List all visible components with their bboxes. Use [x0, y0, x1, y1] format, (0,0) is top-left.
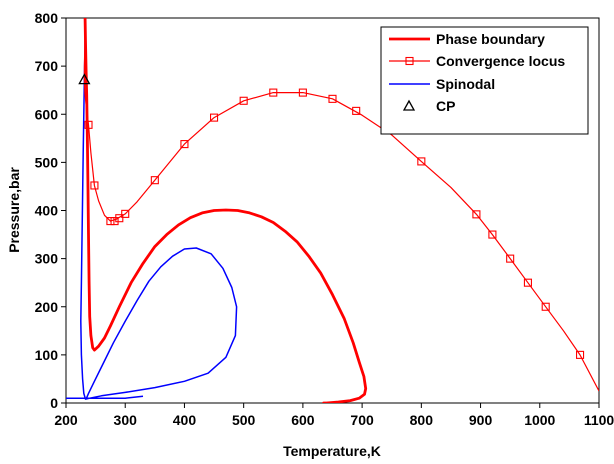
x-tick-label-200: 200 — [54, 412, 78, 428]
legend-label-conv: Convergence locus — [436, 53, 565, 69]
convergence-marker-6 — [150, 176, 159, 185]
legend: Phase boundary Convergence locus Spinodal C… — [380, 26, 589, 135]
y-tick-label-200: 200 — [35, 299, 59, 315]
x-tick-label-500: 500 — [232, 412, 256, 428]
convergence-locus-line — [83, 18, 599, 392]
legend-label-spin: Spinodal — [436, 76, 495, 92]
y-tick-label-700: 700 — [35, 58, 59, 74]
legend-swatch-cp — [402, 99, 416, 111]
critical-point-marker — [78, 73, 91, 85]
convergence-marker-2 — [106, 217, 115, 226]
y-tick-label-0: 0 — [50, 395, 58, 411]
convergence-marker-16 — [488, 230, 497, 239]
legend-swatch-conv-marker — [405, 56, 414, 66]
phase-boundary-line — [83, 18, 368, 403]
convergence-marker-14 — [417, 157, 426, 166]
convergence-marker-15 — [472, 210, 481, 219]
series-layer — [66, 18, 599, 403]
convergence-marker-9 — [239, 96, 248, 105]
legend-label-cp: CP — [436, 98, 455, 114]
x-tick-label-300: 300 — [114, 412, 138, 428]
legend-item-cp: CP — [402, 98, 455, 114]
x-tick-label-1100: 1100 — [584, 412, 614, 428]
x-tick-label-400: 400 — [173, 412, 197, 428]
convergence-marker-19 — [541, 302, 550, 311]
y-axis-title: Pressure,bar — [6, 167, 22, 253]
legend-items: Phase boundary Convergence locus Spinodal C… — [389, 31, 565, 114]
axis-layer: 200 300 400 500 600 700 800 900 1000 1100 0 100 200 3… — [35, 10, 614, 428]
y-tick-label-400: 400 — [35, 203, 59, 219]
legend-label-phase: Phase boundary — [436, 31, 545, 47]
x-tick-label-800: 800 — [410, 412, 434, 428]
spinodal-line-0 — [66, 395, 144, 399]
convergence-marker-17 — [506, 254, 515, 263]
plot-area: 200 300 400 500 600 700 800 900 1000 1100 0 100 200 3… — [35, 10, 614, 428]
convergence-marker-12 — [328, 94, 337, 103]
x-tick-label-600: 600 — [291, 412, 315, 428]
convergence-marker-4 — [115, 214, 124, 223]
legend-item-spin: Spinodal — [389, 76, 495, 92]
x-tick-label-700: 700 — [350, 412, 374, 428]
x-tick-label-1000: 1000 — [524, 412, 555, 428]
convergence-marker-0 — [84, 120, 93, 129]
convergence-marker-8 — [210, 113, 219, 122]
spinodal-line-1 — [80, 18, 238, 400]
convergence-marker-20 — [575, 350, 585, 359]
x-axis-title: Temperature,K — [283, 443, 381, 459]
x-tick-label-900: 900 — [469, 412, 493, 428]
convergence-marker-7 — [180, 140, 189, 149]
y-tick-label-600: 600 — [35, 106, 59, 122]
convergence-marker-13 — [352, 106, 361, 115]
y-tick-label-800: 800 — [35, 10, 59, 26]
convergence-marker-3 — [110, 217, 119, 226]
y-tick-label-300: 300 — [35, 251, 59, 267]
convergence-marker-5 — [121, 209, 130, 218]
legend-item-phase: Phase boundary — [389, 31, 545, 47]
convergence-marker-1 — [90, 181, 99, 190]
convergence-marker-18 — [523, 278, 532, 287]
legend-box — [380, 26, 589, 135]
y-tick-label-500: 500 — [35, 154, 59, 170]
legend-item-conv: Convergence locus — [389, 53, 565, 69]
convergence-marker-11 — [298, 88, 307, 97]
y-tick-label-100: 100 — [35, 347, 59, 363]
convergence-marker-10 — [269, 88, 278, 97]
